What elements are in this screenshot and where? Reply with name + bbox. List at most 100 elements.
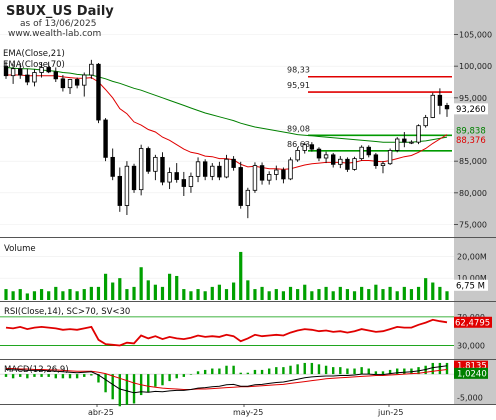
volume-bar xyxy=(89,286,93,300)
macd-histogram-bar xyxy=(97,374,100,383)
macd-histogram-bar xyxy=(431,362,434,375)
candle-down xyxy=(373,154,379,166)
macd-signal-tag: 1,8135 xyxy=(457,362,487,372)
volume-bar xyxy=(111,282,115,300)
volume-bar xyxy=(324,286,328,300)
volume-bar xyxy=(125,289,129,300)
candle-down xyxy=(103,119,108,158)
volume-bar xyxy=(296,289,300,300)
volume-bar xyxy=(54,286,58,300)
macd-signal-tag-bg xyxy=(454,360,488,370)
volume-bar xyxy=(146,280,150,300)
rsi-last-bg xyxy=(454,316,492,328)
volume-bar xyxy=(288,286,293,300)
ema70-line xyxy=(5,66,448,143)
volume-bar xyxy=(416,286,421,300)
macd-histogram-bar xyxy=(40,374,43,377)
macd-histogram-bar xyxy=(282,367,285,375)
candle-up xyxy=(82,74,87,86)
volume-bar xyxy=(381,289,385,300)
candle-up xyxy=(39,67,44,73)
candle-down xyxy=(146,148,151,172)
candle-down xyxy=(330,154,336,165)
macd-histogram-bar xyxy=(161,374,164,386)
volume-bar xyxy=(431,282,435,300)
volume-bar xyxy=(267,291,271,300)
macd-histogram-bar xyxy=(246,372,250,375)
date-axis-strip xyxy=(0,404,496,420)
macd-histogram-bar xyxy=(203,369,207,375)
volume-bar xyxy=(68,289,72,300)
macd-histogram-bar xyxy=(196,371,200,375)
macd-histogram-bar xyxy=(33,374,36,377)
volume-bar xyxy=(210,286,214,300)
macd-histogram-bar xyxy=(118,374,122,407)
volume-bar xyxy=(217,284,221,300)
candle-up xyxy=(430,94,435,118)
macd-histogram-bar xyxy=(175,374,178,379)
volume-bar xyxy=(61,291,65,300)
macd-histogram-bar xyxy=(396,368,399,375)
candle-up xyxy=(124,165,130,206)
rsi-last-label: 62,4795 xyxy=(455,318,490,328)
candle-down xyxy=(444,105,450,110)
macd-histogram-bar xyxy=(438,362,442,375)
macd-histogram-bar xyxy=(260,369,264,375)
date-label-abr: abr-25 xyxy=(88,408,114,417)
candle-down xyxy=(110,156,115,177)
watermark: www.wealth-lab.com xyxy=(8,29,101,39)
candle-down xyxy=(181,179,187,187)
macd-histogram-bar xyxy=(339,367,342,375)
macd-value-tag-bg xyxy=(454,367,488,379)
level-label: 95,91 xyxy=(287,81,310,90)
volume-bar xyxy=(32,291,37,300)
price-tick-label: 100,000 xyxy=(459,62,492,71)
candle-up xyxy=(138,148,144,191)
candle-up xyxy=(252,165,258,191)
volume-bar xyxy=(160,286,165,300)
volume-bar xyxy=(25,293,29,300)
candle-up xyxy=(274,169,279,175)
macd-histogram-bar xyxy=(388,369,392,375)
macd-histogram-bar xyxy=(4,374,8,377)
ema70-value-tag: 89,838 xyxy=(456,127,486,137)
macd-histogram-bar xyxy=(267,368,271,375)
volume-bar xyxy=(118,278,122,300)
macd-histogram-bar xyxy=(54,374,57,379)
macd-histogram-bar xyxy=(168,374,171,382)
macd-histogram-bar xyxy=(19,374,22,377)
volume-bar xyxy=(260,286,264,300)
macd-histogram-bar xyxy=(232,365,235,375)
macd-histogram-bar xyxy=(403,368,406,375)
candle-down xyxy=(309,144,315,150)
volume-bar xyxy=(317,289,321,300)
volume-bar xyxy=(167,273,172,300)
macd-signal-line xyxy=(6,368,448,390)
macd-histogram-bar xyxy=(346,368,349,375)
volume-bar xyxy=(11,291,15,300)
candle-up xyxy=(338,158,343,165)
macd-histogram-bar xyxy=(75,374,79,379)
candle-up xyxy=(10,68,16,77)
level-label: 86,63 xyxy=(287,140,310,149)
rsi-line xyxy=(5,318,448,347)
volume-bar xyxy=(132,286,136,300)
ema21-value-tag-bg xyxy=(454,134,488,146)
volume-bar xyxy=(82,289,86,300)
volume-bar xyxy=(424,278,428,300)
price-tick-label: 85,000 xyxy=(459,157,487,166)
candle-up xyxy=(288,159,293,180)
candle-up xyxy=(352,158,357,170)
volume-last-bg xyxy=(454,279,488,291)
volume-bar xyxy=(182,289,186,300)
macd-histogram-bar xyxy=(225,365,228,375)
macd-histogram-bar xyxy=(11,374,15,379)
macd-histogram-bar xyxy=(275,367,278,375)
volume-bar xyxy=(395,291,399,300)
candle-up xyxy=(210,165,215,177)
volume-bar xyxy=(75,291,79,300)
volume-tick-label: 10,00M xyxy=(457,274,487,283)
volume-bar xyxy=(224,289,229,300)
macd-histogram-bar xyxy=(445,362,449,375)
candle-down xyxy=(402,138,407,143)
